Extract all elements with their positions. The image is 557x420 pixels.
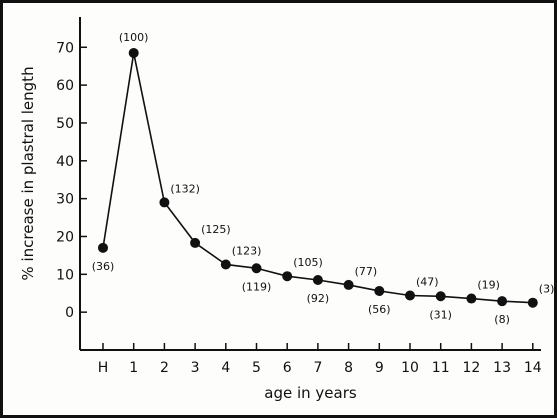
x-tick-label: 1 <box>129 360 138 376</box>
x-tick-label: 8 <box>344 360 353 376</box>
point-label: (105) <box>293 256 323 269</box>
data-point <box>312 274 323 285</box>
x-tick-label: 12 <box>462 360 480 376</box>
chart-axes <box>79 17 541 351</box>
x-tick-label: 10 <box>401 360 419 376</box>
y-tick-label: 30 <box>56 192 74 208</box>
x-tick-label: 7 <box>313 360 322 376</box>
point-label: (119) <box>242 280 272 293</box>
x-tick-label: 6 <box>283 360 292 376</box>
point-label: (31) <box>429 308 452 321</box>
y-tick-label: 60 <box>56 78 74 94</box>
x-tick-label: H <box>98 360 109 376</box>
data-point <box>190 237 201 248</box>
x-tick-label: 14 <box>524 360 542 376</box>
data-point <box>435 291 446 302</box>
point-label: (100) <box>119 31 149 44</box>
data-point <box>497 296 508 307</box>
point-label: (132) <box>170 182 200 195</box>
point-label: (123) <box>232 244 262 257</box>
data-point <box>405 290 415 301</box>
y-tick-label: 40 <box>56 154 74 170</box>
point-label: (47) <box>416 276 439 289</box>
point-label: (19) <box>477 279 500 292</box>
x-tick-label: 9 <box>375 360 384 376</box>
y-tick-label: 50 <box>56 116 74 132</box>
data-point <box>374 285 385 296</box>
x-tick-label: 3 <box>191 360 200 376</box>
y-axis-title: % increase in plastral length <box>19 66 37 280</box>
data-point <box>98 242 108 253</box>
data-point <box>128 47 139 58</box>
point-label: (56) <box>368 303 391 316</box>
y-tick-label: 0 <box>65 305 74 321</box>
point-label: (125) <box>201 223 231 236</box>
x-axis-ticks: H 1 2 3 4 5 6 7 8 9 10 11 12 13 14 <box>98 343 542 376</box>
data-point <box>220 259 231 270</box>
y-axis-ticks: 0 10 20 30 40 50 60 70 <box>56 40 87 321</box>
data-point <box>251 263 262 274</box>
point-label: (36) <box>92 260 115 273</box>
point-label: (8) <box>494 313 510 326</box>
y-tick-label: 20 <box>56 229 74 245</box>
point-label: (92) <box>307 292 330 305</box>
point-label: (3) <box>539 283 554 296</box>
x-tick-label: 13 <box>493 360 511 376</box>
data-series <box>98 47 538 308</box>
x-tick-label: 5 <box>252 360 261 376</box>
x-tick-label: 4 <box>221 360 230 376</box>
point-labels: (36) (100) (132) (125)(123) (119) (105) (92) (7… <box>92 31 555 326</box>
x-tick-label: 2 <box>160 360 169 376</box>
data-point <box>466 293 477 304</box>
data-point <box>527 297 538 308</box>
x-tick-label: 11 <box>432 360 450 376</box>
data-point <box>159 197 170 208</box>
data-point <box>343 279 354 290</box>
x-axis-title: age in years <box>264 384 357 402</box>
data-point <box>282 271 293 282</box>
y-tick-label: 10 <box>56 267 74 283</box>
y-tick-label: 70 <box>56 40 74 56</box>
point-label: (77) <box>355 265 378 278</box>
